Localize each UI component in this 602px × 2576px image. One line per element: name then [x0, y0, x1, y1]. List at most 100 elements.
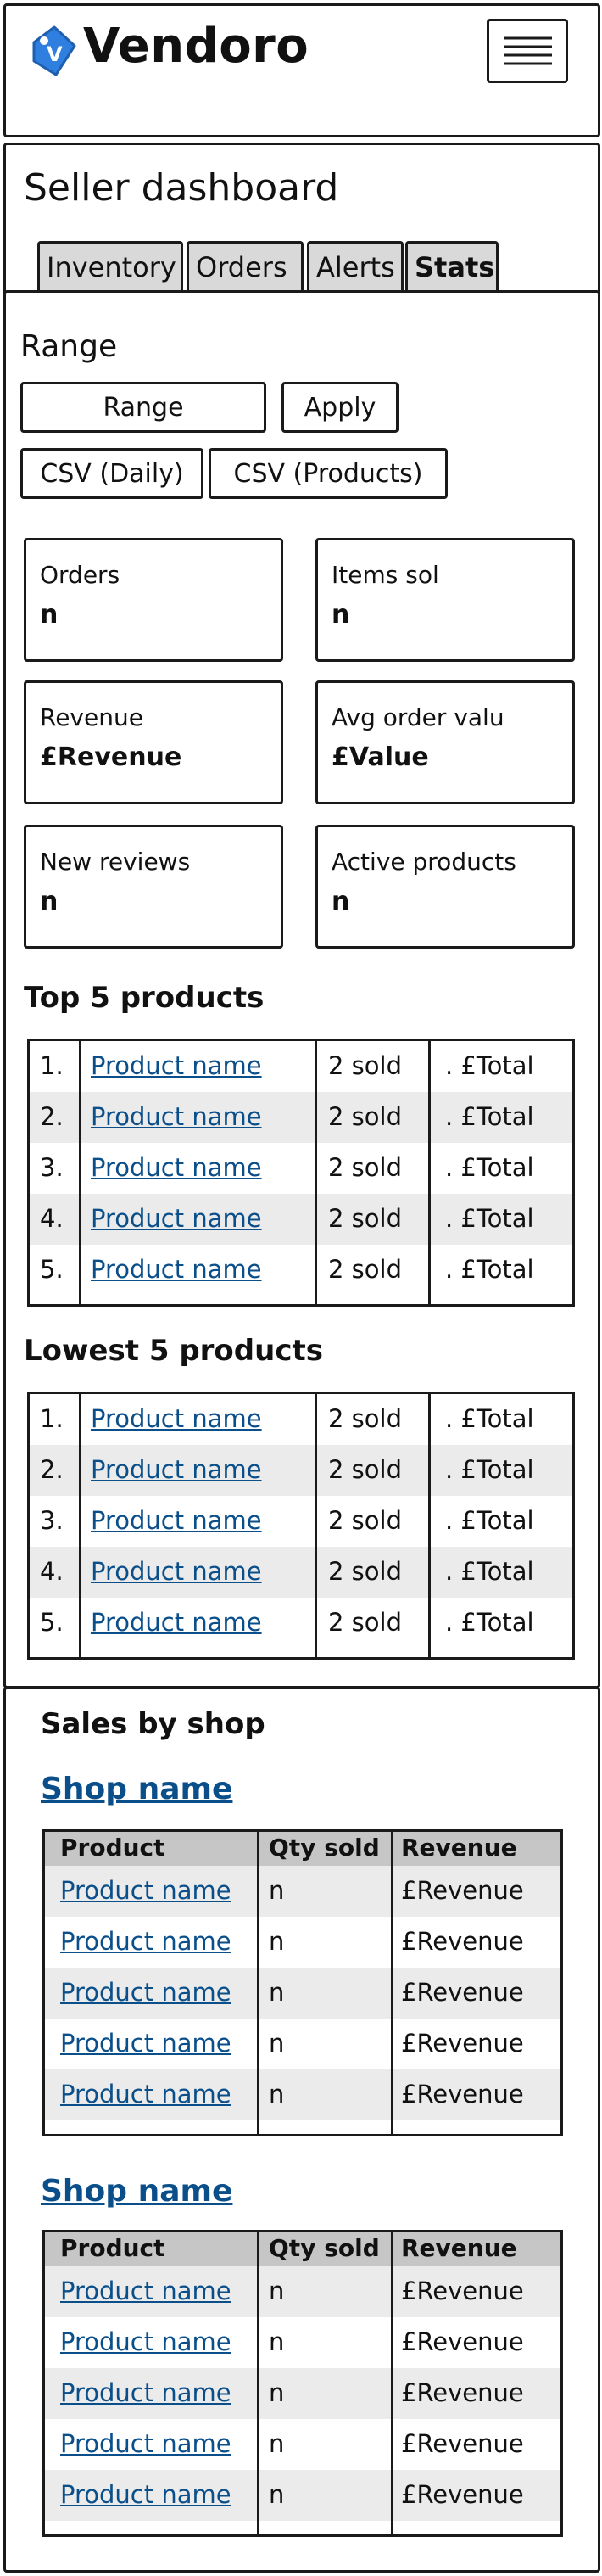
sold-count: 2 sold — [328, 1255, 402, 1284]
stat-card-avg-order-value: Avg order valu £Value — [315, 680, 575, 804]
csv-daily-button[interactable]: CSV (Daily) — [20, 448, 203, 499]
table-row: Product name n £Revenue — [45, 2419, 560, 2470]
col-product: Product — [60, 1834, 165, 1862]
apply-button[interactable]: Apply — [281, 382, 399, 433]
menu-button[interactable] — [487, 19, 568, 83]
page-title: Seller dashboard — [24, 166, 339, 210]
stat-label: New reviews — [40, 848, 191, 876]
shop-sales-table: Product Qty sold Revenue Product name n … — [42, 2230, 563, 2537]
table-row: 2. Product name 2 sold . £Total — [30, 1445, 572, 1496]
table-row: Product name n £Revenue — [45, 2368, 560, 2419]
product-link[interactable]: Product name — [60, 2276, 231, 2305]
table-row: 3. Product name 2 sold . £Total — [30, 1496, 572, 1547]
tab-orders[interactable]: Orders — [187, 241, 304, 290]
range-button[interactable]: Range — [20, 382, 266, 433]
top-products-heading: Top 5 products — [24, 981, 265, 1015]
tab-stats[interactable]: Stats — [405, 241, 499, 290]
total: . £Total — [445, 1506, 534, 1535]
shop-name-link[interactable]: Shop name — [41, 2174, 233, 2209]
table-row: Product name n £Revenue — [45, 1968, 560, 2019]
column-divider — [391, 2232, 393, 2534]
app-header — [3, 3, 600, 137]
product-link[interactable]: Product name — [60, 2480, 231, 2509]
sold-count: 2 sold — [328, 1102, 402, 1131]
total: . £Total — [445, 1153, 534, 1182]
revenue: £Revenue — [401, 2378, 524, 2407]
sold-count: 2 sold — [328, 1557, 402, 1586]
col-qty-sold: Qty sold — [269, 2234, 380, 2262]
lowest-products-table: 1. Product name 2 sold . £Total 2. Produ… — [27, 1392, 575, 1660]
revenue: £Revenue — [401, 1927, 524, 1956]
product-link[interactable]: Product name — [91, 1102, 262, 1131]
col-product: Product — [60, 2234, 165, 2262]
sold-count: 2 sold — [328, 1051, 402, 1080]
product-link[interactable]: Product name — [60, 1876, 231, 1905]
product-link[interactable]: Product name — [60, 1927, 231, 1956]
stat-label: Items sol — [332, 561, 439, 589]
table-row: Product name n £Revenue — [45, 2069, 560, 2120]
column-divider — [428, 1041, 431, 1304]
stat-value: £Revenue — [40, 742, 182, 772]
table-row: 4. Product name 2 sold . £Total — [30, 1194, 572, 1245]
revenue: £Revenue — [401, 2429, 524, 2458]
column-divider — [79, 1394, 81, 1657]
rank: 3. — [40, 1506, 64, 1535]
qty-sold: n — [269, 1876, 285, 1905]
sales-by-shop-heading: Sales by shop — [41, 1707, 265, 1741]
lowest-products-heading: Lowest 5 products — [24, 1334, 323, 1368]
product-link[interactable]: Product name — [60, 2029, 231, 2058]
product-link[interactable]: Product name — [91, 1255, 262, 1284]
rank: 2. — [40, 1102, 64, 1131]
brand-name: Vendoro — [83, 19, 309, 74]
total: . £Total — [445, 1608, 534, 1637]
tab-inventory[interactable]: Inventory — [37, 241, 183, 290]
product-link[interactable]: Product name — [91, 1455, 262, 1484]
stat-value: n — [40, 600, 59, 630]
revenue: £Revenue — [401, 2480, 524, 2509]
product-link[interactable]: Product name — [91, 1557, 262, 1586]
rank: 2. — [40, 1455, 64, 1484]
rank: 4. — [40, 1557, 64, 1586]
shop-name-link[interactable]: Shop name — [41, 1772, 233, 1806]
qty-sold: n — [269, 2080, 285, 2108]
stat-label: Avg order valu — [332, 703, 504, 731]
total: . £Total — [445, 1204, 534, 1233]
qty-sold: n — [269, 2029, 285, 2058]
rank: 5. — [40, 1608, 64, 1637]
product-link[interactable]: Product name — [91, 1404, 262, 1433]
csv-products-button[interactable]: CSV (Products) — [209, 448, 448, 499]
product-link[interactable]: Product name — [60, 2080, 231, 2108]
product-link[interactable]: Product name — [91, 1608, 262, 1637]
product-link[interactable]: Product name — [60, 2378, 231, 2407]
product-link[interactable]: Product name — [91, 1506, 262, 1535]
qty-sold: n — [269, 1927, 285, 1956]
table-header: Product Qty sold Revenue — [45, 2232, 560, 2266]
stat-value: £Value — [332, 742, 429, 772]
stat-card-active-products: Active products n — [315, 825, 575, 949]
brand-logo[interactable]: V — [25, 24, 80, 78]
qty-sold: n — [269, 2480, 285, 2509]
revenue: £Revenue — [401, 2080, 524, 2108]
table-row: 5. Product name 2 sold . £Total — [30, 1598, 572, 1649]
product-link[interactable]: Product name — [60, 1978, 231, 2007]
sold-count: 2 sold — [328, 1404, 402, 1433]
total: . £Total — [445, 1102, 534, 1131]
column-divider — [391, 1832, 393, 2134]
stat-label: Revenue — [40, 703, 143, 731]
product-link[interactable]: Product name — [60, 2327, 231, 2356]
product-link[interactable]: Product name — [91, 1204, 262, 1233]
top-products-table: 1. Product name 2 sold . £Total 2. Produ… — [27, 1039, 575, 1307]
table-row: Product name n £Revenue — [45, 1917, 560, 1968]
rank: 1. — [40, 1404, 64, 1433]
sold-count: 2 sold — [328, 1204, 402, 1233]
tag-logo-icon — [32, 25, 76, 76]
column-divider — [79, 1041, 81, 1304]
product-link[interactable]: Product name — [60, 2429, 231, 2458]
product-link[interactable]: Product name — [91, 1153, 262, 1182]
tab-alerts[interactable]: Alerts — [307, 241, 404, 290]
stat-card-revenue: Revenue £Revenue — [24, 680, 283, 804]
product-link[interactable]: Product name — [91, 1051, 262, 1080]
stat-value: n — [40, 887, 59, 916]
col-revenue: Revenue — [401, 2234, 517, 2262]
qty-sold: n — [269, 2276, 285, 2305]
